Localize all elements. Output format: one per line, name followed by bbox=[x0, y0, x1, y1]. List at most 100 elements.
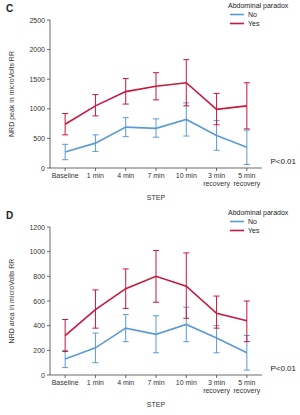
error-cap bbox=[214, 352, 220, 353]
error-bar bbox=[92, 95, 98, 116]
error-cap bbox=[244, 128, 250, 129]
legend-label: No bbox=[248, 218, 257, 225]
y-tick bbox=[47, 350, 50, 351]
error-cap bbox=[92, 94, 98, 95]
y-tick bbox=[47, 168, 50, 169]
legend-swatch bbox=[230, 23, 244, 25]
error-stem bbox=[125, 118, 126, 137]
x-tick bbox=[186, 375, 187, 378]
y-tick bbox=[47, 49, 50, 50]
x-tick bbox=[65, 375, 66, 378]
error-cap bbox=[183, 341, 189, 342]
error-cap bbox=[123, 341, 129, 342]
y-tick-label: 1000 bbox=[29, 248, 45, 255]
error-bar bbox=[214, 121, 220, 151]
error-stem bbox=[216, 326, 217, 353]
error-bar bbox=[92, 135, 98, 152]
error-bar bbox=[62, 320, 68, 352]
x-tick-label: 10 min bbox=[176, 172, 197, 179]
error-bar bbox=[183, 253, 189, 318]
y-tick-label: 200 bbox=[33, 347, 45, 354]
y-tick-label: 2500 bbox=[29, 17, 45, 24]
error-stem bbox=[246, 83, 247, 129]
x-axis-label: STEP bbox=[147, 401, 166, 408]
error-stem bbox=[125, 269, 126, 308]
error-cap bbox=[183, 136, 189, 137]
error-bar bbox=[153, 250, 159, 302]
error-cap bbox=[62, 319, 68, 320]
x-tick-label-line: 5 min bbox=[238, 379, 255, 386]
legend-label: Yes bbox=[248, 227, 260, 234]
error-bar bbox=[153, 73, 159, 100]
error-stem bbox=[95, 290, 96, 328]
error-cap bbox=[183, 252, 189, 253]
x-tick-label: Baseline bbox=[52, 379, 79, 386]
error-cap bbox=[123, 314, 129, 315]
error-stem bbox=[65, 114, 66, 135]
x-tick-label: 7 min bbox=[147, 172, 164, 179]
x-tick bbox=[156, 375, 157, 378]
legend: Abdominal paradoxNoYes bbox=[228, 209, 289, 234]
y-tick bbox=[47, 227, 50, 228]
y-tick bbox=[47, 375, 50, 376]
y-tick bbox=[47, 301, 50, 302]
x-tick bbox=[125, 168, 126, 171]
error-cap bbox=[62, 351, 68, 352]
error-stem bbox=[156, 250, 157, 302]
x-tick bbox=[65, 168, 66, 171]
x-tick-label-line: 5 min bbox=[238, 172, 255, 179]
error-bar bbox=[123, 269, 129, 308]
error-cap bbox=[214, 328, 220, 329]
error-cap bbox=[92, 289, 98, 290]
annotation: P<0.01 bbox=[270, 157, 296, 166]
x-tick-label: 1 min bbox=[87, 379, 104, 386]
panel: D020040060080010001200NRD area in microV… bbox=[6, 209, 297, 408]
error-cap bbox=[62, 134, 68, 135]
panel-letter: D bbox=[6, 210, 13, 221]
y-tick-label: 400 bbox=[33, 322, 45, 329]
error-cap bbox=[183, 318, 189, 319]
error-bar bbox=[62, 144, 68, 159]
error-cap bbox=[153, 137, 159, 138]
y-tick bbox=[47, 325, 50, 326]
error-bar bbox=[62, 350, 68, 367]
y-tick bbox=[47, 251, 50, 252]
error-cap bbox=[183, 105, 189, 106]
error-bar bbox=[62, 114, 68, 135]
series-line bbox=[65, 119, 247, 152]
error-cap bbox=[123, 117, 129, 118]
error-cap bbox=[62, 367, 68, 368]
error-bar bbox=[244, 83, 250, 129]
error-bar bbox=[153, 316, 159, 353]
error-cap bbox=[62, 159, 68, 160]
legend: Abdominal paradoxNoYes bbox=[228, 2, 289, 27]
error-stem bbox=[186, 103, 187, 136]
legend-swatch bbox=[230, 221, 244, 223]
error-cap bbox=[153, 72, 159, 73]
x-tick-label-line: recovery bbox=[233, 180, 260, 188]
error-stem bbox=[216, 93, 217, 124]
error-bar bbox=[92, 290, 98, 328]
error-stem bbox=[125, 79, 126, 104]
error-bar bbox=[244, 130, 250, 164]
x-tick-label: 10 min bbox=[176, 379, 197, 386]
error-cap bbox=[92, 328, 98, 329]
x-tick bbox=[186, 168, 187, 171]
x-tick-label: 3 minrecovery bbox=[203, 379, 230, 395]
x-tick-label-line: 3 min bbox=[208, 379, 225, 386]
error-stem bbox=[65, 320, 66, 352]
y-tick bbox=[47, 108, 50, 109]
error-cap bbox=[123, 104, 129, 105]
y-tick-label: 2000 bbox=[29, 46, 45, 53]
error-stem bbox=[125, 315, 126, 342]
error-stem bbox=[95, 333, 96, 363]
x-tick-label: 7 min bbox=[147, 379, 164, 386]
x-tick-label: 5 minrecovery bbox=[233, 172, 260, 188]
x-tick bbox=[95, 168, 96, 171]
error-stem bbox=[156, 73, 157, 100]
legend-swatch bbox=[230, 14, 244, 16]
panel-letter: C bbox=[6, 3, 13, 14]
error-cap bbox=[183, 59, 189, 60]
error-bar bbox=[123, 118, 129, 137]
y-tick-label: 1200 bbox=[29, 224, 45, 231]
